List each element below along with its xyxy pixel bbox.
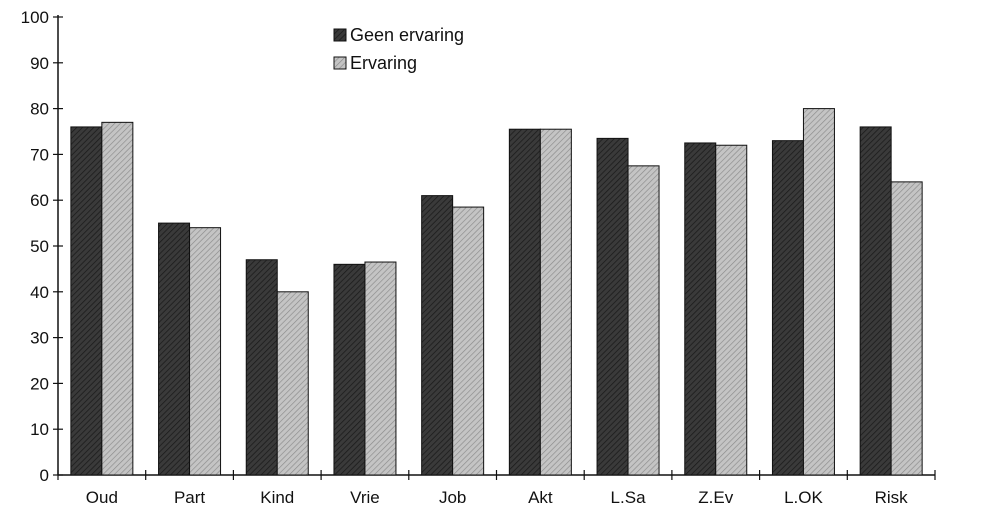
legend-label-ervaring: Ervaring [350,53,417,73]
x-tick-label: Akt [528,488,553,507]
bar-geen-ervaring-part [158,222,191,476]
bar-geen-ervaring-risk [859,126,892,476]
bar-geen-ervaring-lok [771,140,804,476]
bar-ervaring-vrie [364,261,397,476]
y-tick-label: 100 [21,8,49,27]
bar-ervaring-part [189,227,222,476]
x-tick-label: L.OK [784,488,823,507]
x-tick-label: Part [174,488,205,507]
y-tick-label: 50 [30,237,49,256]
x-axis: Oud Part Kind Vrie Job Akt L.Sa Z.Ev L.OK Risk [57,470,936,507]
y-tick-label: 10 [30,420,49,439]
bar-ervaring-lok [802,108,835,476]
y-tick-label: 70 [30,145,49,164]
y-tick-label: 60 [30,191,49,210]
bar-geen-ervaring-oud [70,126,103,476]
x-tick-label: Job [439,488,466,507]
y-tick-label: 90 [30,54,49,73]
y-tick-label: 30 [30,329,49,348]
y-tick-label: 80 [30,100,49,119]
x-tick-label: Risk [875,488,909,507]
legend-swatch-ervaring [333,56,347,70]
bar-geen-ervaring-zev [684,142,717,476]
bar-ervaring-zev [715,144,748,476]
y-tick-label: 0 [40,466,49,485]
legend: Geen ervaring Ervaring [333,25,464,73]
x-tick-label: Kind [260,488,294,507]
bar-geen-ervaring-job [421,195,454,476]
bars [70,108,923,476]
bar-ervaring-job [452,206,485,476]
x-tick-label: L.Sa [611,488,647,507]
bar-geen-ervaring-kind [245,259,278,476]
bar-ervaring-kind [276,291,309,476]
x-tick-label: Z.Ev [698,488,733,507]
legend-label-geen-ervaring: Geen ervaring [350,25,464,45]
bar-geen-ervaring-akt [508,128,541,476]
y-tick-label: 40 [30,283,49,302]
y-axis: 0 10 20 30 40 50 60 70 80 90 100 [21,8,63,485]
bar-geen-ervaring-lsa [596,137,629,476]
bar-ervaring-oud [101,121,134,476]
bar-ervaring-lsa [627,165,660,476]
bar-geen-ervaring-vrie [333,263,366,476]
bar-ervaring-risk [890,181,923,476]
bar-ervaring-akt [539,128,572,476]
x-tick-label: Vrie [350,488,380,507]
x-tick-label: Oud [86,488,118,507]
y-tick-label: 20 [30,374,49,393]
legend-swatch-geen-ervaring [333,28,347,42]
